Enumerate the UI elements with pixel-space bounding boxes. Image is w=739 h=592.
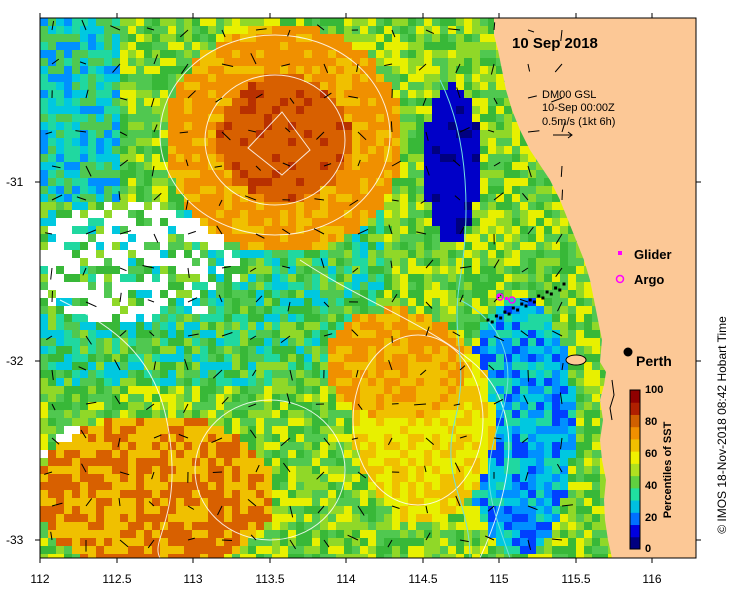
x-tick-label: 114.5 [408, 572, 438, 586]
x-tick-label: 113 [183, 572, 203, 586]
current-vectors [44, 19, 573, 552]
glider-track [486, 282, 566, 324]
perth-marker [623, 347, 633, 357]
rottnest-island [565, 354, 587, 366]
x-tick-label: 115.5 [561, 572, 591, 586]
colorbar-tick: 80 [645, 416, 658, 428]
x-tick-label: 115 [489, 572, 509, 586]
current-scale-label: 0.5m/s (1kt 6h) [542, 116, 616, 128]
argo-legend-icon [615, 274, 625, 284]
date-title: 10 Sep 2018 [512, 35, 598, 52]
colorbar-tick: 40 [645, 480, 658, 492]
sea-level-contours [59, 34, 510, 558]
plot-frame [39, 17, 697, 559]
colorbar-tick: 20 [645, 512, 658, 524]
y-tick-label: -31 [6, 175, 24, 189]
colorbar-title: Percentiles of SST [662, 421, 674, 519]
current-scale-arrow [553, 131, 573, 139]
y-tick-label: -33 [6, 533, 24, 547]
colorbar-tick: 0 [645, 543, 652, 555]
glider-legend-icon [618, 251, 622, 255]
coast-line [609, 379, 615, 421]
cyan-contours [439, 79, 511, 558]
x-tick-label: 116 [642, 572, 662, 586]
legend-argo-label: Argo [634, 272, 665, 287]
x-tick-label: 112 [30, 572, 50, 586]
credit-text: © IMOS 18-Nov-2018 08:42 Hobart Time [715, 316, 729, 534]
x-tick-label: 112.5 [102, 572, 132, 586]
city-label-perth: Perth [636, 353, 672, 369]
australia-land [494, 18, 696, 558]
legend-glider-label: Glider [634, 247, 672, 262]
sst-pixel-grid [40, 18, 616, 558]
x-tick-label: 113.5 [255, 572, 285, 586]
argo-floats [496, 293, 516, 304]
y-tick-label: -32 [6, 354, 24, 368]
colorbar [629, 389, 641, 550]
colorbar-tick: 60 [645, 448, 658, 460]
colorbar-tick: 100 [645, 384, 664, 396]
axis-ticks [35, 13, 701, 563]
current-model-label: DM00 GSL [542, 89, 597, 101]
x-tick-label: 114 [336, 572, 356, 586]
current-time-label: 10-Sep 00:00Z [542, 102, 615, 114]
